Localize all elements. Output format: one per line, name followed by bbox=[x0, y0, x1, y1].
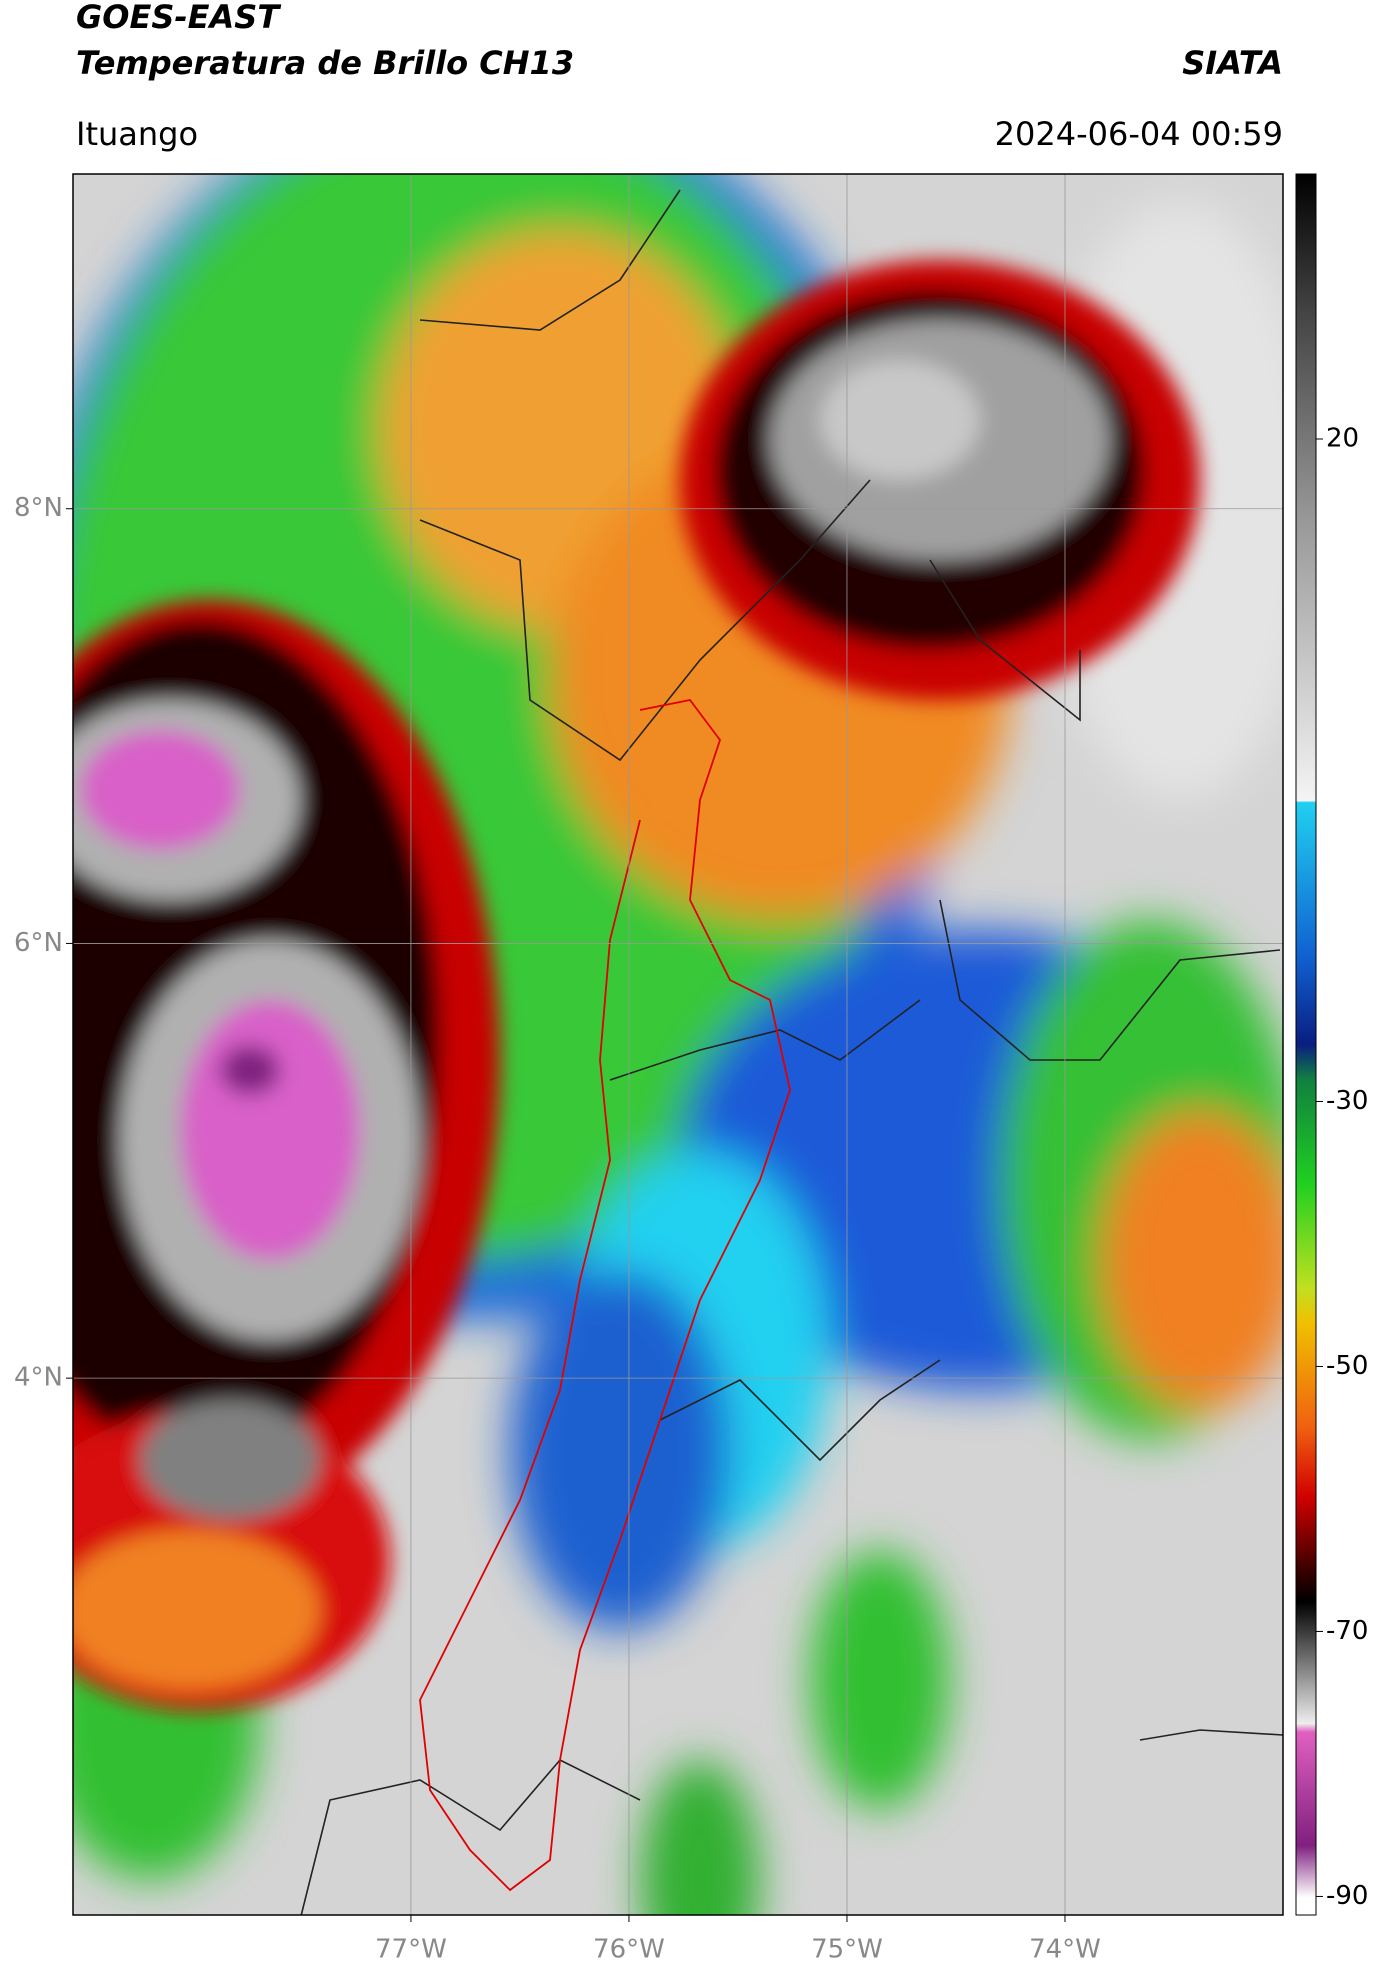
x-tick-label: 77°W bbox=[375, 1935, 447, 1965]
timestamp: 2024-06-04 00:59 bbox=[995, 115, 1283, 153]
x-tick-label: 76°W bbox=[593, 1935, 665, 1965]
colorbar-tick-label: -70 bbox=[1326, 1616, 1368, 1646]
x-tick-label: 74°W bbox=[1029, 1935, 1101, 1965]
y-tick-label: 6°N bbox=[14, 928, 63, 958]
map-frame bbox=[72, 173, 1284, 1916]
region-outline bbox=[419, 699, 791, 1892]
colorbar-tick-label: -30 bbox=[1326, 1086, 1368, 1116]
source: SIATA bbox=[1182, 44, 1283, 82]
x-tick-label: 75°W bbox=[811, 1935, 883, 1965]
graticule bbox=[73, 174, 1283, 1915]
colorbar-tick-label: 20 bbox=[1326, 423, 1359, 453]
location: Ituango bbox=[76, 115, 198, 153]
colorbar-tick-label: -90 bbox=[1326, 1881, 1368, 1911]
satellite-image bbox=[73, 174, 1283, 1915]
colorbar bbox=[1295, 173, 1317, 1916]
colorbar-tick-label: -50 bbox=[1326, 1351, 1368, 1381]
title: GOES-EAST bbox=[76, 0, 281, 36]
subtitle: Temperatura de Brillo CH13 bbox=[76, 44, 574, 82]
y-tick-label: 8°N bbox=[14, 493, 63, 523]
y-tick-label: 4°N bbox=[14, 1363, 63, 1393]
